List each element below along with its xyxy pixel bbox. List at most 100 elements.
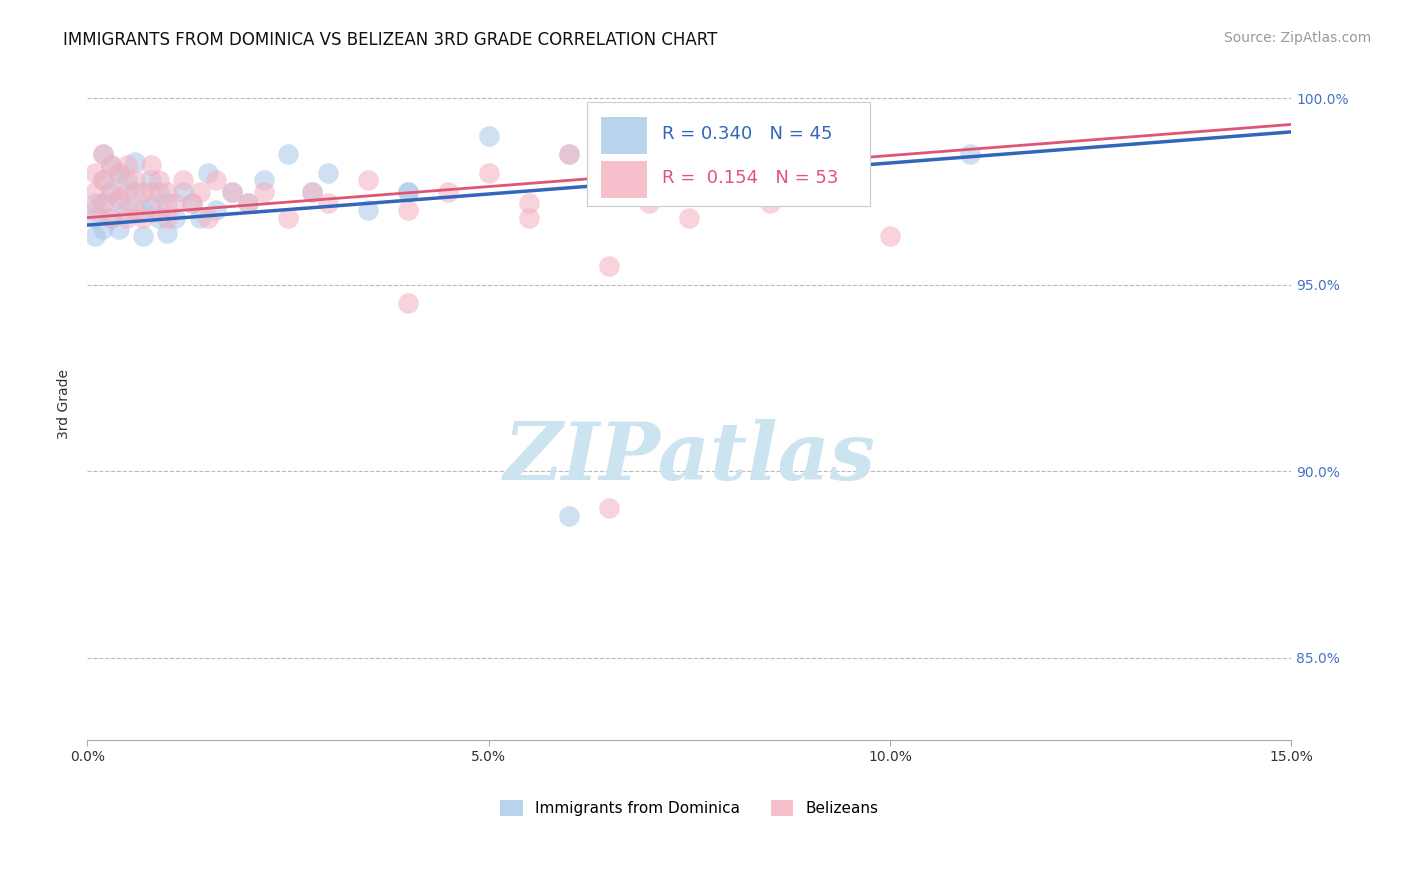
- Point: [91, 173, 114, 187]
- Point: [156, 211, 179, 225]
- Point: [84, 211, 107, 225]
- Point: [357, 173, 380, 187]
- Point: [117, 173, 139, 187]
- Point: [598, 259, 620, 273]
- Point: [277, 211, 299, 225]
- Point: [117, 185, 139, 199]
- Y-axis label: 3rd Grade: 3rd Grade: [58, 369, 72, 439]
- Point: [100, 211, 122, 225]
- Point: [108, 192, 131, 206]
- Point: [180, 195, 202, 210]
- Point: [204, 203, 226, 218]
- Point: [117, 158, 139, 172]
- Point: [84, 195, 107, 210]
- Point: [197, 166, 219, 180]
- Text: R = 0.340   N = 45: R = 0.340 N = 45: [662, 125, 832, 143]
- Point: [180, 195, 202, 210]
- Point: [91, 173, 114, 187]
- Point: [301, 185, 323, 199]
- Point: [84, 203, 107, 218]
- Point: [638, 195, 661, 210]
- Point: [188, 185, 211, 199]
- Point: [84, 229, 107, 244]
- Point: [396, 185, 419, 199]
- Point: [132, 211, 155, 225]
- Point: [108, 222, 131, 236]
- Point: [477, 128, 499, 143]
- Point: [396, 203, 419, 218]
- Point: [396, 185, 419, 199]
- Point: [117, 203, 139, 218]
- Point: [437, 185, 460, 199]
- Point: [253, 173, 276, 187]
- Point: [558, 508, 581, 523]
- Point: [108, 166, 131, 180]
- Point: [517, 211, 540, 225]
- Point: [124, 154, 146, 169]
- Point: [173, 173, 195, 187]
- Legend: Immigrants from Dominica, Belizeans: Immigrants from Dominica, Belizeans: [494, 794, 884, 822]
- Point: [100, 158, 122, 172]
- Point: [100, 185, 122, 199]
- Point: [84, 185, 107, 199]
- Text: R =  0.154   N = 53: R = 0.154 N = 53: [662, 169, 838, 187]
- Point: [84, 166, 107, 180]
- Point: [799, 185, 821, 199]
- Point: [100, 158, 122, 172]
- Point: [124, 185, 146, 199]
- Point: [148, 173, 170, 187]
- Point: [132, 203, 155, 218]
- Point: [301, 185, 323, 199]
- Point: [253, 185, 276, 199]
- Point: [141, 158, 163, 172]
- Text: ZIPatlas: ZIPatlas: [503, 419, 876, 497]
- Point: [132, 229, 155, 244]
- Point: [165, 211, 187, 225]
- Point: [148, 185, 170, 199]
- Point: [91, 222, 114, 236]
- Text: Source: ZipAtlas.com: Source: ZipAtlas.com: [1223, 31, 1371, 45]
- Point: [156, 195, 179, 210]
- Point: [221, 185, 243, 199]
- Point: [165, 195, 187, 210]
- Point: [132, 185, 155, 199]
- Point: [357, 203, 380, 218]
- FancyBboxPatch shape: [602, 117, 647, 153]
- Point: [204, 173, 226, 187]
- Point: [316, 166, 339, 180]
- Point: [558, 147, 581, 161]
- Point: [141, 173, 163, 187]
- Point: [173, 185, 195, 199]
- Point: [100, 211, 122, 225]
- Point: [236, 195, 259, 210]
- Point: [108, 166, 131, 180]
- Point: [558, 147, 581, 161]
- Point: [718, 185, 741, 199]
- Point: [117, 211, 139, 225]
- Point: [91, 195, 114, 210]
- Point: [91, 195, 114, 210]
- FancyBboxPatch shape: [586, 102, 870, 206]
- Point: [108, 192, 131, 206]
- Point: [598, 185, 620, 199]
- Point: [517, 195, 540, 210]
- Point: [879, 229, 901, 244]
- Point: [156, 226, 179, 240]
- Point: [124, 203, 146, 218]
- Point: [188, 211, 211, 225]
- Point: [959, 147, 981, 161]
- Point: [477, 166, 499, 180]
- Point: [197, 211, 219, 225]
- Point: [148, 203, 170, 218]
- Point: [396, 296, 419, 310]
- Point: [277, 147, 299, 161]
- Point: [316, 195, 339, 210]
- Point: [678, 211, 700, 225]
- Point: [598, 501, 620, 516]
- Point: [156, 185, 179, 199]
- Point: [221, 185, 243, 199]
- Point: [236, 195, 259, 210]
- Point: [91, 147, 114, 161]
- Point: [91, 147, 114, 161]
- Point: [141, 199, 163, 213]
